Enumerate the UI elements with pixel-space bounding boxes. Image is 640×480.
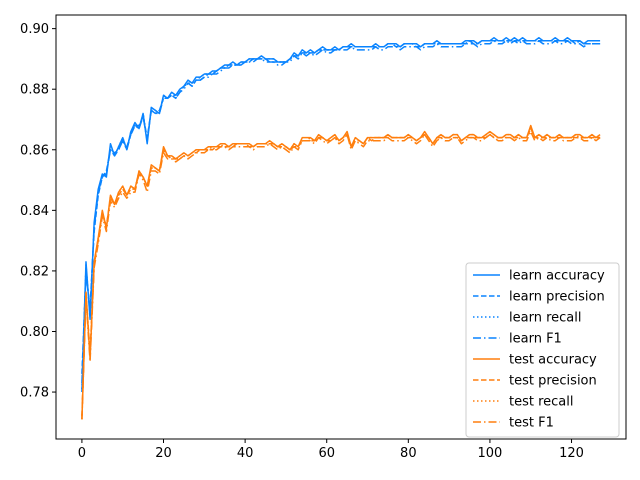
legend-label: test accuracy xyxy=(509,353,597,368)
series-line-test-f1 xyxy=(81,130,601,420)
y-tick-label: 0.84 xyxy=(20,204,49,219)
x-tick-label: 120 xyxy=(559,446,584,461)
y-tick-label: 0.88 xyxy=(20,83,49,98)
x-tick-label: 60 xyxy=(318,446,335,461)
y-tick-label: 0.82 xyxy=(20,264,49,279)
legend-label: test recall xyxy=(509,395,574,410)
series-layer xyxy=(81,36,601,420)
y-axis: 0.78 0.80 0.82 0.84 0.86 0.88 0.90 xyxy=(20,22,56,401)
x-tick-label: 0 xyxy=(78,446,86,461)
y-tick-label: 0.78 xyxy=(20,386,49,401)
legend: learn accuracy learn precision learn recal… xyxy=(465,262,620,438)
x-tick-label: 80 xyxy=(400,446,417,461)
plot-frame xyxy=(55,14,627,440)
x-tick-label: 20 xyxy=(155,446,172,461)
series-line-test-precision xyxy=(81,127,601,417)
legend-label: learn recall xyxy=(509,311,581,326)
legend-label: learn F1 xyxy=(509,332,562,347)
x-tick-label: 40 xyxy=(237,446,254,461)
legend-label: learn accuracy xyxy=(509,269,605,284)
series-line-learn-f1 xyxy=(81,39,601,383)
legend-label: test precision xyxy=(509,374,597,389)
y-tick-label: 0.80 xyxy=(20,325,49,340)
legend-label: learn precision xyxy=(509,290,605,305)
legend-label: test F1 xyxy=(509,416,554,431)
y-tick-label: 0.86 xyxy=(20,143,49,158)
x-tick-label: 100 xyxy=(478,446,503,461)
y-tick-label: 0.90 xyxy=(20,22,49,37)
x-axis: 0 20 40 60 80 100 120 xyxy=(78,439,584,461)
legend-box xyxy=(465,262,620,438)
